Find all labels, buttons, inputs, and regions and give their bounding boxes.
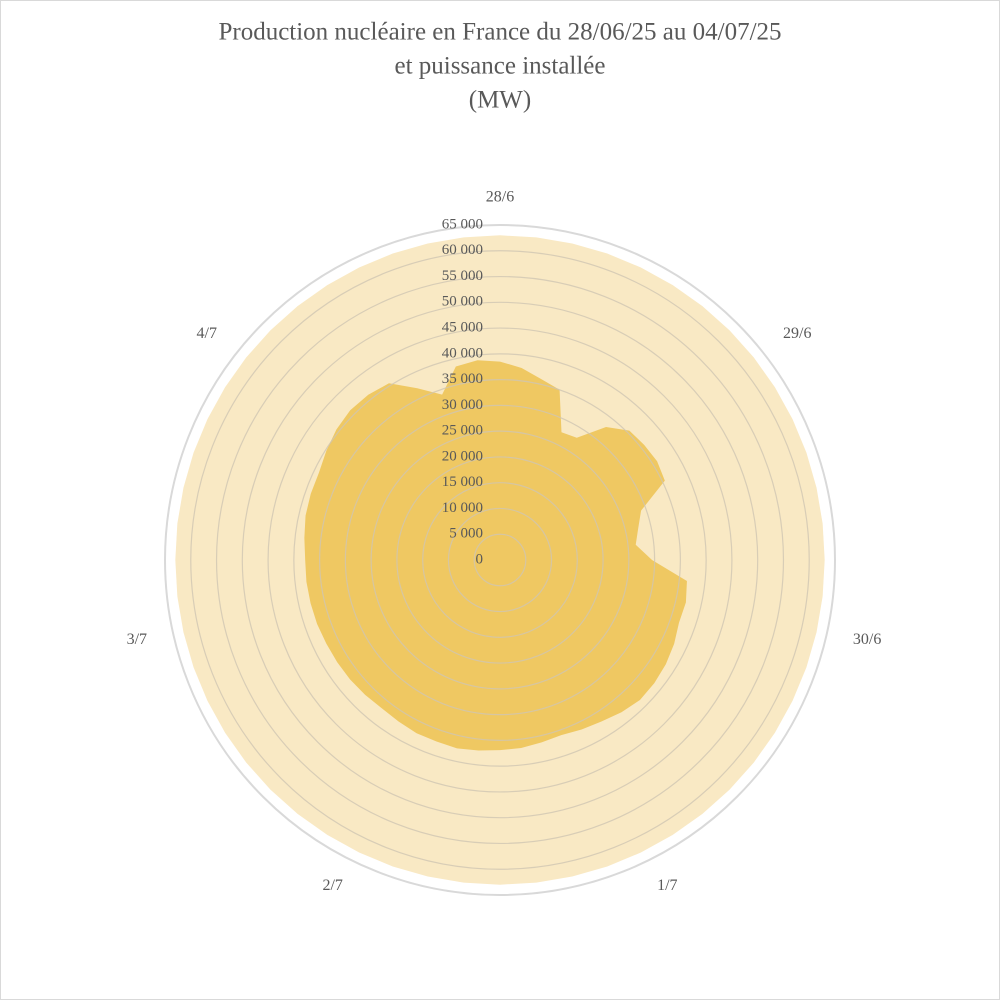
y-tick-label: 15 000 <box>442 474 483 490</box>
category-label: 1/7 <box>657 877 677 894</box>
chart-title: (MW) <box>469 87 531 114</box>
y-tick-label: 0 <box>476 551 484 567</box>
y-tick-label: 35 000 <box>442 371 483 387</box>
y-tick-label: 55 000 <box>442 268 483 284</box>
chart-title: Production nucléaire en France du 28/06/… <box>218 19 781 46</box>
y-tick-label: 65 000 <box>442 216 483 232</box>
grid-circle <box>293 353 707 767</box>
grid-circle <box>241 301 759 819</box>
grid-circle <box>422 482 578 638</box>
category-label: 4/7 <box>197 325 217 342</box>
grid-circle <box>164 224 836 896</box>
chart-title: et puissance installée <box>394 53 605 80</box>
y-tick-label: 50 000 <box>442 294 483 310</box>
y-tick-label: 60 000 <box>442 242 483 258</box>
y-tick-label: 20 000 <box>442 448 483 464</box>
y-tick-label: 25 000 <box>442 423 483 439</box>
category-label: 30/6 <box>853 631 881 648</box>
y-tick-label: 45 000 <box>442 320 483 336</box>
category-label: 29/6 <box>783 325 811 342</box>
grid-circle <box>473 533 527 587</box>
grid-circle <box>447 507 553 613</box>
y-tick-label: 40 000 <box>442 345 483 361</box>
category-label: 2/7 <box>322 877 342 894</box>
y-tick-label: 30 000 <box>442 397 483 413</box>
grid-circle <box>344 404 656 716</box>
grid-circle <box>396 456 604 664</box>
y-tick-label: 10 000 <box>442 500 483 516</box>
category-label: 28/6 <box>486 189 514 206</box>
grid-circle <box>215 275 785 845</box>
category-label: 3/7 <box>127 631 147 648</box>
grid-circle <box>190 250 810 870</box>
radar-area <box>304 360 687 751</box>
grid-circle <box>319 379 681 741</box>
grid-circle <box>370 430 630 690</box>
y-tick-label: 5 000 <box>449 526 483 542</box>
grid-circle <box>267 327 733 793</box>
